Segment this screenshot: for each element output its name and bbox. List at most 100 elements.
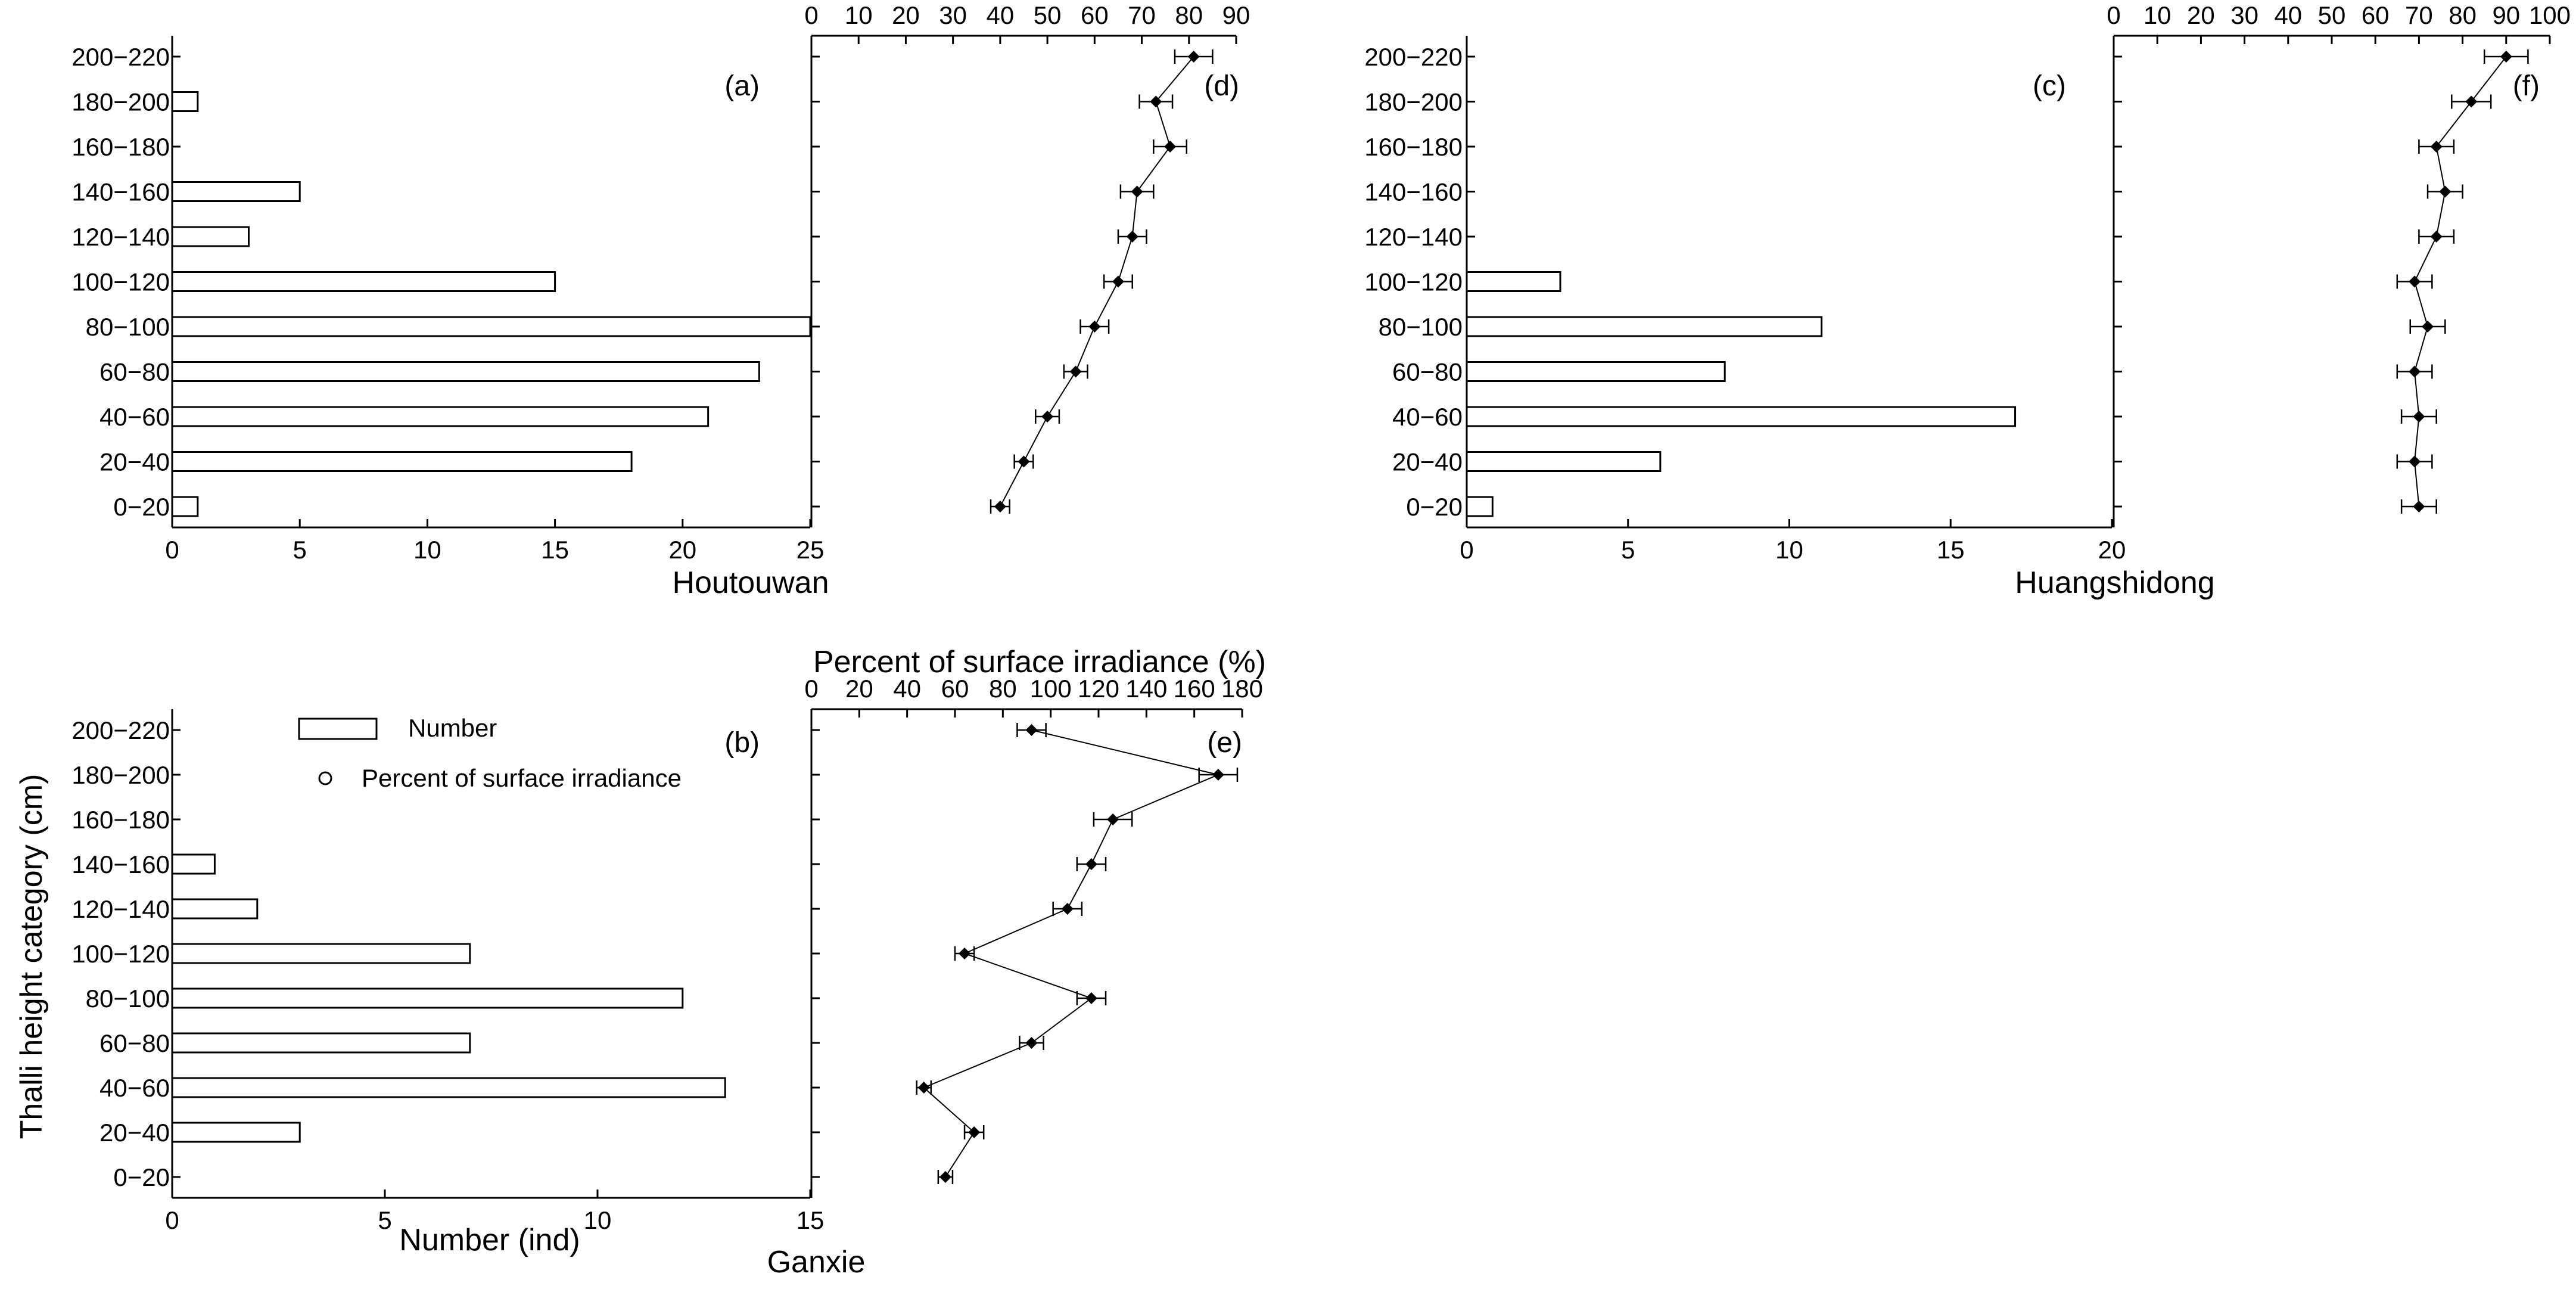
x-tick-label: 180 [1221, 675, 1263, 703]
y-tick-label: 160−180 [71, 806, 170, 834]
x-tick-label: 0 [2107, 1, 2120, 29]
x-tick-label: 15 [797, 1206, 825, 1234]
y-tick-label: 40−60 [1392, 403, 1463, 431]
x-tick-label: 10 [845, 1, 873, 29]
data-point [1131, 185, 1143, 198]
x-tick-label: 30 [2230, 1, 2258, 29]
panel-label-f: (f) [2513, 70, 2540, 102]
panel-label-e: (e) [1207, 727, 1242, 759]
panel-label-c: (c) [2033, 70, 2066, 102]
data-point [1061, 903, 1074, 915]
data-point [2439, 185, 2451, 198]
data-point [2413, 411, 2425, 423]
bar-100−120 [1466, 271, 1561, 292]
y-tick-label: 60−80 [99, 1029, 170, 1057]
y-tick-label: 80−100 [1379, 313, 1463, 341]
x-tick-label: 0 [165, 536, 179, 564]
data-point [2409, 275, 2421, 288]
x-tick-label: 20 [2098, 536, 2126, 564]
data-point [2422, 321, 2434, 333]
data-point [1112, 275, 1124, 288]
x-tick-label: 0 [165, 1206, 179, 1234]
data-point [1088, 321, 1101, 333]
legend-bar-swatch [298, 718, 378, 740]
data-point [1069, 365, 1082, 378]
x-tick-label: 100 [1030, 675, 1072, 703]
legend-percent-marker [318, 771, 332, 785]
data-point [2430, 141, 2443, 153]
y-tick-label: 100−120 [71, 940, 170, 968]
bar-140−160 [171, 853, 216, 875]
legend-number-label: Number [408, 714, 497, 742]
panel-b: 0−20 20−40 40−60 60−80 80−100 100−120 120−140 1… [71, 709, 865, 1279]
x-tick-label: 50 [2318, 1, 2346, 29]
x-tick-label: 120 [1078, 675, 1119, 703]
y-tick-label: 160−180 [1364, 133, 1463, 161]
x-tick-label: 50 [1034, 1, 1062, 29]
x-tick-label: 20 [845, 675, 873, 703]
data-point [1085, 858, 1097, 870]
bar-60−80 [1466, 361, 1726, 382]
panel-label-d: (d) [1204, 70, 1239, 102]
x-tick-label: 70 [2405, 1, 2433, 29]
site-label: Ganxie [767, 1245, 866, 1279]
data-point [994, 501, 1006, 513]
panel-f: 0 10 20 30 40 50 60 70 80 90 100 (f) [2107, 1, 2571, 527]
x-tick-label: 90 [1222, 1, 1250, 29]
panel-e: 0 20 40 60 80 100 120 140 160 180 (e) [804, 675, 1263, 1198]
x-tick-label: 10 [1775, 536, 1803, 564]
data-point [1025, 1037, 1038, 1049]
bar-80−100 [171, 987, 684, 1009]
bar-60−80 [171, 1032, 471, 1054]
bar-20−40 [171, 451, 633, 472]
data-point [1107, 813, 1119, 825]
data-point [1018, 455, 1030, 468]
bar-180−200 [171, 91, 199, 112]
x-tick-label: 90 [2492, 1, 2520, 29]
bar-140−160 [171, 181, 301, 202]
data-point [1085, 992, 1097, 1004]
bar-80−100 [171, 316, 811, 337]
series-line [1000, 56, 1194, 507]
bar-100−120 [171, 943, 471, 964]
x-tick-label: 5 [378, 1206, 391, 1234]
bar-60−80 [171, 361, 760, 382]
y-tick-label: 20−40 [1392, 448, 1463, 476]
data-point [1164, 141, 1177, 153]
bar-120−140 [171, 898, 259, 920]
bar-120−140 [171, 226, 250, 247]
bar-0−20 [1466, 496, 1494, 517]
bar-20−40 [171, 1122, 301, 1143]
x-tick-label: 60 [1081, 1, 1109, 29]
x-tick-label: 15 [541, 536, 569, 564]
data-point [2430, 231, 2443, 243]
y-tick-label: 180−200 [71, 761, 170, 789]
y-tick-label: 0−20 [113, 1163, 170, 1191]
y-tick-label: 140−160 [71, 178, 170, 206]
bar-20−40 [1466, 451, 1662, 472]
x-tick-label: 80 [989, 675, 1017, 703]
data-point [2500, 51, 2512, 63]
data-point [2409, 455, 2421, 468]
y-tick-label: 60−80 [1392, 358, 1463, 386]
x-tick-label: 5 [293, 536, 307, 564]
site-label: Houtouwan [672, 566, 829, 600]
data-point [2413, 501, 2425, 513]
bar-80−100 [1466, 316, 1823, 337]
y-tick-label: 120−140 [71, 223, 170, 251]
y-tick-label: 40−60 [99, 403, 170, 431]
legend-percent-label: Percent of surface irradiance [362, 764, 682, 792]
y-tick-label: 0−20 [1406, 493, 1463, 521]
x-tick-label: 0 [804, 675, 818, 703]
y-tick-label: 120−140 [71, 895, 170, 923]
panel-label-a: (a) [724, 70, 760, 102]
data-point [939, 1171, 951, 1183]
y-tick-label: 200−220 [71, 43, 170, 71]
x-tick-label: 0 [804, 1, 818, 29]
x-tick-label: 40 [893, 675, 921, 703]
panel-d: 0 10 20 30 40 50 60 70 80 90 (d) [804, 1, 1250, 527]
y-tick-label: 200−220 [71, 716, 170, 744]
bar-40−60 [171, 406, 710, 427]
x-tick-label: 60 [941, 675, 969, 703]
x-tick-label: 15 [1937, 536, 1965, 564]
